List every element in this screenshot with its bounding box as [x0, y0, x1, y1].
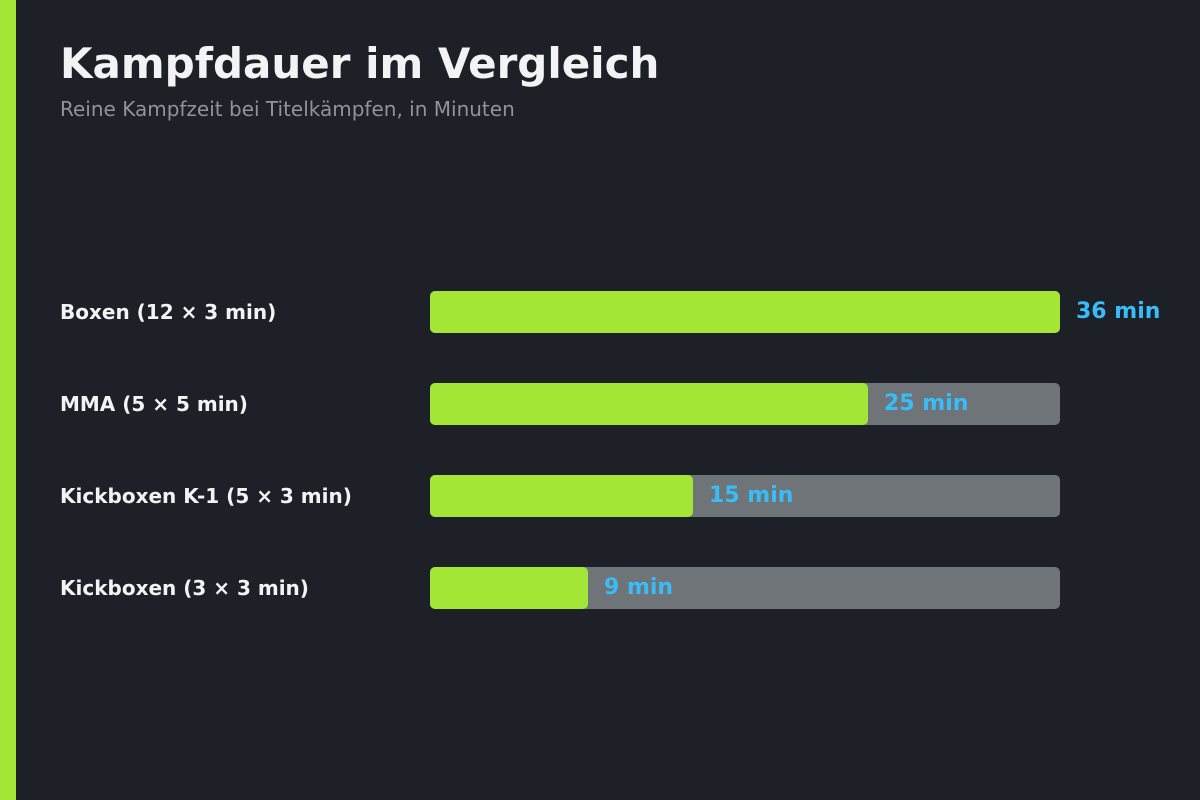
bar-row: Kickboxen (3 × 3 min) 9 min	[0, 567, 1200, 609]
category-label: MMA (5 × 5 min)	[60, 392, 248, 416]
bar-row: MMA (5 × 5 min) 25 min	[0, 383, 1200, 425]
bar	[430, 475, 693, 517]
category-label: Kickboxen (3 × 3 min)	[60, 576, 309, 600]
accent-strip	[0, 0, 16, 800]
value-label: 36 min	[1076, 299, 1161, 324]
category-label: Boxen (12 × 3 min)	[60, 300, 277, 324]
bar	[430, 383, 868, 425]
bar	[430, 567, 588, 609]
bar	[430, 291, 1060, 333]
bar-row: Kickboxen K-1 (5 × 3 min) 15 min	[0, 475, 1200, 517]
bar-row: Boxen (12 × 3 min) 36 min	[0, 291, 1200, 333]
value-label: 25 min	[884, 391, 969, 416]
category-label: Kickboxen K-1 (5 × 3 min)	[60, 484, 352, 508]
chart-subtitle: Reine Kampfzeit bei Titelkämpfen, in Min…	[60, 97, 515, 121]
value-label: 9 min	[604, 575, 674, 600]
chart-title: Kampfdauer im Vergleich	[60, 39, 660, 88]
value-label: 15 min	[709, 483, 794, 508]
